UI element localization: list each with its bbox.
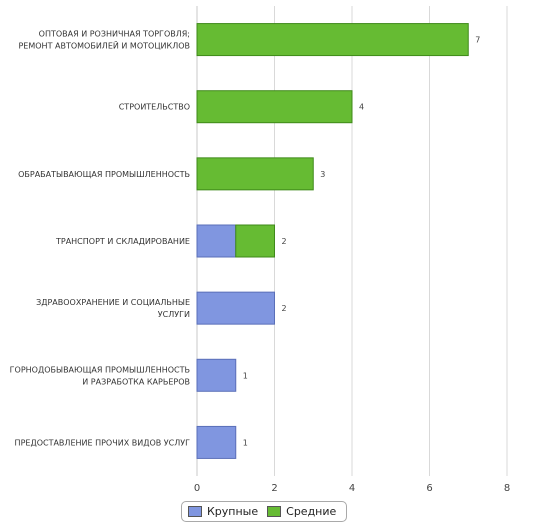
bar-large[interactable] <box>196 425 237 459</box>
x-tick-label: 0 <box>194 483 200 494</box>
legend-item-large[interactable]: Крупные <box>188 505 258 518</box>
bars <box>196 23 469 459</box>
category-label: И РАЗРАБОТКА КАРЬЕРОВ <box>82 377 190 386</box>
legend: Крупные Средние <box>181 501 347 522</box>
bar-medium[interactable] <box>196 90 353 124</box>
bar-value-label: 1 <box>243 438 248 447</box>
category-label: ТРАНСПОРТ И СКЛАДИРОВАНИЕ <box>55 237 190 246</box>
grid <box>196 6 508 476</box>
category-label: РЕМОНТ АВТОМОБИЛЕЙ И МОТОЦИКЛОВ <box>18 40 190 51</box>
legend-swatch-large <box>188 506 202 517</box>
legend-label-medium: Средние <box>286 505 337 518</box>
bar-medium[interactable] <box>196 23 469 57</box>
bar-value-label: 7 <box>475 36 480 45</box>
x-tick-label: 4 <box>349 483 355 494</box>
bar-value-label: 2 <box>282 237 287 246</box>
category-label: УСЛУГИ <box>158 310 190 319</box>
bar-value-label: 1 <box>243 371 248 380</box>
x-tick-label: 6 <box>426 483 432 494</box>
category-label: ГОРНОДОБЫВАЮЩАЯ ПРОМЫШЛЕННОСТЬ <box>10 365 190 374</box>
value-labels: 7 4 3 2 2 1 1 <box>243 36 481 448</box>
x-tick-label: 8 <box>504 483 510 494</box>
category-label: СТРОИТЕЛЬСТВО <box>119 103 190 112</box>
bar-large[interactable] <box>196 224 237 258</box>
bar-chart: 7 4 3 2 2 1 1 ОПТОВАЯ И РОЗНИЧНАЯ ТОРГОВЛЯ;РЕМ… <box>10 6 510 494</box>
bar-medium[interactable] <box>235 224 275 258</box>
x-axis-ticks: 0 2 4 6 8 <box>194 483 510 494</box>
bar-large[interactable] <box>196 358 237 392</box>
category-label: ОБРАБАТЫВАЮЩАЯ ПРОМЫШЛЕННОСТЬ <box>18 170 190 179</box>
bar-medium[interactable] <box>196 157 314 191</box>
legend-item-medium[interactable]: Средние <box>267 505 336 518</box>
category-label: ОПТОВАЯ И РОЗНИЧНАЯ ТОРГОВЛЯ; <box>39 30 190 39</box>
x-tick-label: 2 <box>271 483 277 494</box>
bar-large[interactable] <box>196 291 275 325</box>
legend-label-large: Крупные <box>207 505 259 518</box>
category-label: ПРЕДОСТАВЛЕНИЕ ПРОЧИХ ВИДОВ УСЛУГ <box>15 438 191 447</box>
category-label: ЗДРАВООХРАНЕНИЕ И СОЦИАЛЬНЫЕ <box>36 298 190 307</box>
bar-value-label: 3 <box>320 170 325 179</box>
category-labels: ОПТОВАЯ И РОЗНИЧНАЯ ТОРГОВЛЯ;РЕМОНТ АВТО… <box>10 30 190 448</box>
bar-value-label: 4 <box>359 103 364 112</box>
legend-swatch-medium <box>267 506 282 517</box>
bar-value-label: 2 <box>282 304 287 313</box>
